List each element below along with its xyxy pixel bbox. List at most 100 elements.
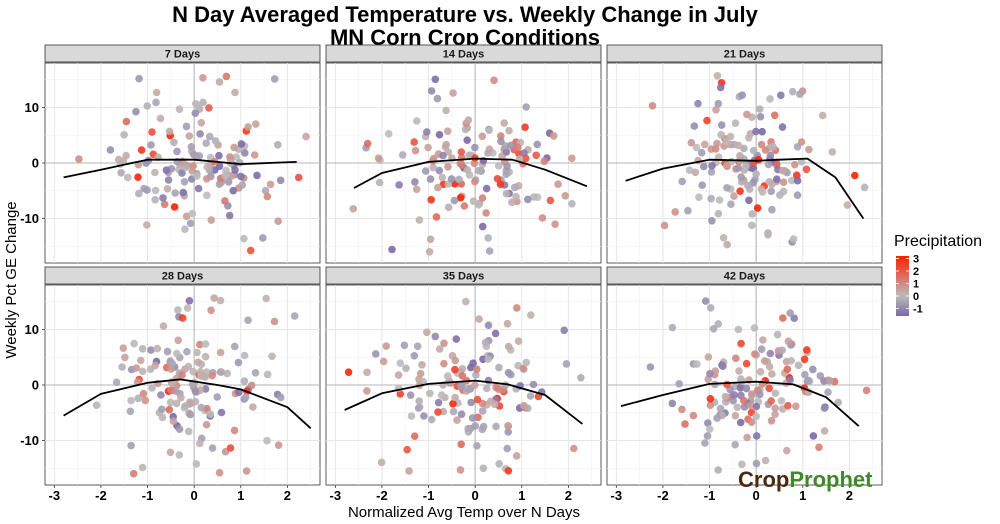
scatter-point [175,425,184,434]
scatter-point [778,123,787,131]
scatter-point [230,143,238,152]
scatter-point [546,196,555,205]
scatter-point [178,314,187,322]
scatter-point [767,187,775,196]
scatter-point [756,368,765,376]
scatter-point [396,390,405,398]
scatter-point [719,362,727,371]
scatter-point [749,146,758,155]
facet-strip [44,266,321,285]
scatter-point [216,296,225,305]
x-tick-label: 1 [799,488,806,503]
scatter-point [568,200,576,208]
scatter-point [412,185,421,194]
scatter-point [302,132,310,141]
scatter-point [444,163,452,171]
scatter-point [400,341,409,350]
scatter-point [215,151,223,160]
scatter-point [485,126,493,135]
scatter-point [388,245,396,254]
scatter-point [183,304,192,312]
scatter-point [178,371,186,379]
scatter-point [502,189,511,198]
scatter-point [263,370,272,379]
scatter-point [694,99,702,108]
facet-strip [606,266,883,285]
scatter-point [843,201,852,209]
scatter-point [551,220,559,228]
scatter-point [793,191,802,199]
scatter-point [707,194,715,203]
scatter-point [92,401,101,410]
scatter-point [237,140,246,148]
scatter-point [413,342,422,351]
scatter-point [429,154,438,163]
scatter-point [224,202,232,210]
scatter-point [166,398,175,407]
scatter-point [188,167,196,175]
scatter-point [759,336,767,344]
scatter-point [456,466,465,474]
scatter-point [173,349,181,358]
scatter-point [482,184,491,193]
scatter-point [203,191,211,200]
scatter-point [773,330,782,339]
scatter-point [201,340,210,348]
scatter-point [730,391,739,399]
scatter-point [134,173,142,181]
scatter-point [769,143,777,151]
scatter-point [467,398,475,407]
scatter-point [717,121,726,129]
scatter-point [538,214,547,222]
x-tick-label: 2 [284,488,291,503]
scatter-point [266,180,275,189]
scatter-point [473,395,482,404]
scatter-point [210,294,218,302]
scatter-point [767,417,776,425]
scatter-point [443,127,452,135]
scatter-point [709,325,718,333]
scatter-point [474,166,483,175]
scatter-point [185,132,194,140]
scatter-point [458,365,467,373]
scatter-point [433,94,442,103]
scatter-point [570,444,578,453]
scatter-point [424,143,432,152]
scatter-point [765,178,774,186]
scatter-point [195,152,204,160]
scatter-point [701,297,710,305]
scatter-point [118,363,126,371]
scatter-point [235,388,243,397]
scatter-point [402,364,410,373]
scatter-point [148,384,156,392]
scatter-point [756,390,764,399]
scatter-point [426,235,435,244]
scatter-point [514,143,522,152]
scatter-point [698,181,706,189]
scatter-point [723,184,731,192]
scatter-point [182,163,190,171]
scatter-point [767,397,775,405]
trend-line [344,379,583,425]
scatter-point [779,166,787,175]
scatter-point [146,365,155,374]
scatter-point [232,153,241,161]
scatter-point [695,193,703,201]
scatter-point [802,165,811,174]
scatter-point [449,407,458,416]
scatter-point [789,235,798,243]
scatter-point [707,168,716,176]
scatter-point [207,216,216,224]
scatter-point [435,345,444,353]
scatter-point [758,127,766,136]
scatter-point [413,117,421,125]
x-tick-label: 1 [518,488,525,503]
scatter-point [259,234,267,242]
scatter-point [771,389,780,398]
scatter-point [167,386,175,395]
scatter-point [228,172,236,180]
scatter-point [761,456,770,465]
scatter-point [193,172,201,180]
trend-line [620,380,860,427]
scatter-point [263,436,271,445]
